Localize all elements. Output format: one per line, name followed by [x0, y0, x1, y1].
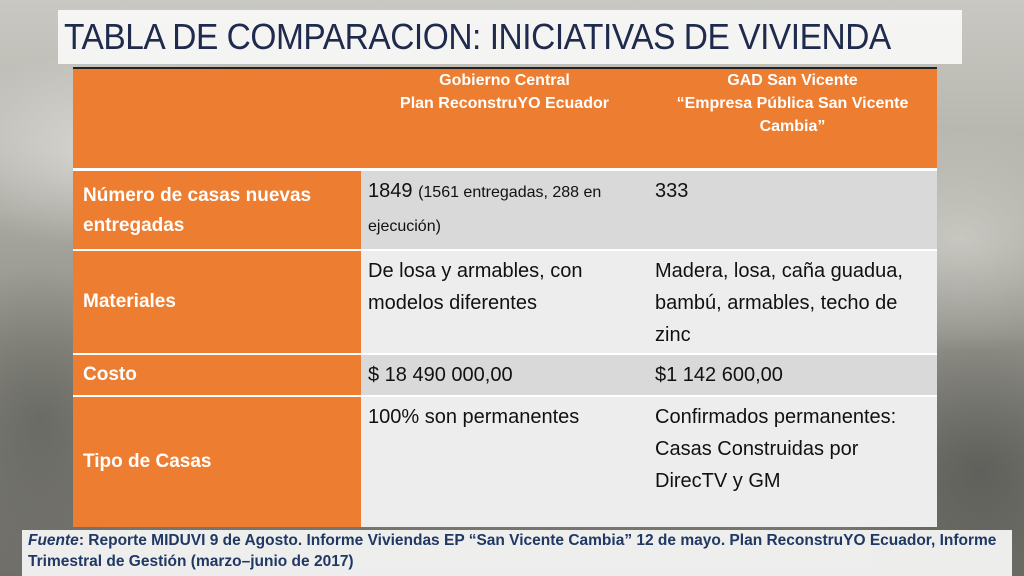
slide-title: TABLA DE COMPARACION: INICIATIVAS DE VIV… — [64, 16, 891, 57]
header-gobierno-central: Gobierno Central Plan ReconstruYO Ecuado… — [361, 67, 648, 171]
source-body: : Reporte MIDUVI 9 de Agosto. Informe Vi… — [28, 532, 997, 570]
table-row: Materiales De losa y armables, con model… — [73, 248, 937, 354]
row-label-numero-casas: Número de casas nuevas entregadas — [73, 168, 361, 250]
header-gad-san-vicente: GAD San Vicente “Empresa Pública San Vic… — [648, 67, 937, 171]
cell-materiales-gobierno: De losa y armables, con modelos diferent… — [361, 248, 648, 354]
source-note: Fuente: Reporte MIDUVI 9 de Agosto. Info… — [28, 530, 1008, 572]
header-col1-line2: Plan ReconstruYO Ecuador — [400, 95, 609, 112]
casas-gobierno-total: 1849 — [368, 180, 413, 202]
table-row: Costo $ 18 490 000,00 $1 142 600,00 — [73, 352, 937, 396]
table-row: Número de casas nuevas entregadas 1849 (… — [73, 168, 937, 250]
cell-casas-gad: 333 — [648, 168, 937, 250]
casas-gobierno-detalle: (1561 entregadas, 288 en ejecución) — [368, 184, 602, 235]
row-label-materiales: Materiales — [73, 248, 361, 354]
row-label-tipo-casas: Tipo de Casas — [73, 394, 361, 527]
row-label-costo: Costo — [73, 352, 361, 396]
cell-casas-gobierno: 1849 (1561 entregadas, 288 en ejecución) — [361, 168, 648, 250]
table-row: Tipo de Casas 100% son permanentes Confi… — [73, 394, 937, 527]
header-col2-line1: GAD San Vicente — [727, 72, 858, 89]
header-empty-cell — [73, 67, 361, 171]
cell-tipo-gobierno: 100% son permanentes — [361, 394, 648, 527]
comparison-table: Gobierno Central Plan ReconstruYO Ecuado… — [73, 67, 937, 527]
title-band — [58, 10, 962, 64]
header-col2-line2: “Empresa Pública San Vicente Cambia” — [676, 95, 909, 135]
cell-tipo-gad: Confirmados permanentes: Casas Construid… — [648, 394, 937, 527]
cell-costo-gad: $1 142 600,00 — [648, 352, 937, 396]
header-col1-line1: Gobierno Central — [439, 72, 570, 89]
table-header-row: Gobierno Central Plan ReconstruYO Ecuado… — [73, 67, 937, 171]
source-band — [22, 530, 1012, 576]
cell-costo-gobierno: $ 18 490 000,00 — [361, 352, 648, 396]
cell-materiales-gad: Madera, losa, caña guadua, bambú, armabl… — [648, 248, 937, 354]
source-prefix: Fuente — [28, 532, 79, 549]
